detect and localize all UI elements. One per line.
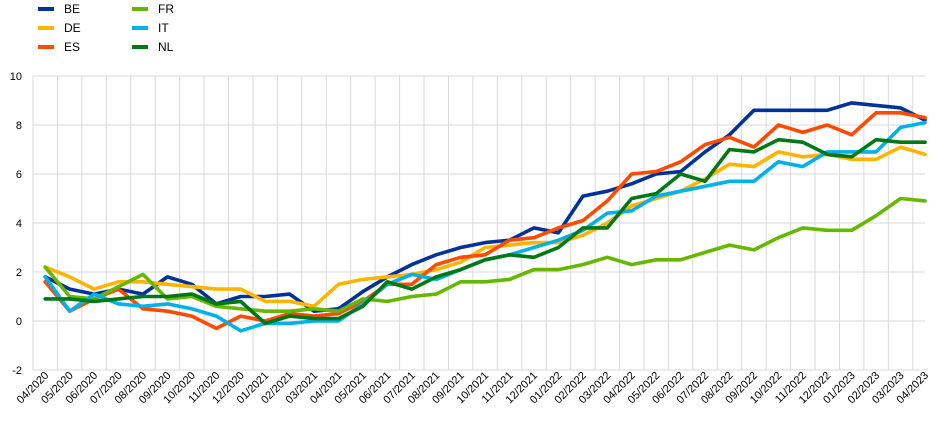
legend-swatch-de: [38, 26, 54, 30]
legend-label-es: ES: [64, 40, 81, 54]
x-axis-ticks: 04/202005/202006/202007/202008/202009/20…: [15, 370, 931, 407]
y-tick-label: 10: [10, 71, 22, 83]
y-tick-label: 0: [16, 316, 22, 328]
legend-item-be: BE: [38, 0, 80, 18]
series-line-de: [43, 145, 927, 309]
y-tick-label: 2: [16, 267, 22, 279]
chart-series-lines: [43, 101, 927, 333]
series-line-es: [43, 111, 927, 331]
legend-swatch-fr: [132, 7, 148, 11]
chart-legend: BE DE ES FR IT NL: [38, 0, 278, 60]
legend-swatch-it: [132, 26, 148, 30]
legend-swatch-nl: [132, 45, 148, 49]
chart-grid: [32, 75, 925, 371]
legend-label-it: IT: [158, 21, 169, 35]
legend-item-de: DE: [38, 19, 81, 37]
legend-label-de: DE: [64, 21, 81, 35]
legend-item-nl: NL: [132, 38, 173, 56]
legend-label-nl: NL: [158, 40, 174, 54]
legend-swatch-be: [38, 7, 54, 11]
series-line-fr: [43, 196, 927, 314]
y-axis-ticks: -2 0 2 4 6 8 10: [10, 71, 22, 377]
legend-item-es: ES: [38, 38, 80, 56]
y-tick-label: 6: [16, 169, 22, 181]
legend-item-it: IT: [132, 19, 169, 37]
legend-swatch-es: [38, 45, 54, 49]
legend-label-fr: FR: [158, 2, 174, 16]
y-tick-label: 4: [16, 218, 22, 230]
y-tick-label: -2: [12, 365, 22, 377]
series-line-nl: [43, 137, 927, 326]
legend-label-be: BE: [64, 2, 81, 16]
legend-item-fr: FR: [132, 0, 174, 18]
y-tick-label: 8: [16, 120, 22, 132]
series-line-be: [43, 101, 927, 314]
